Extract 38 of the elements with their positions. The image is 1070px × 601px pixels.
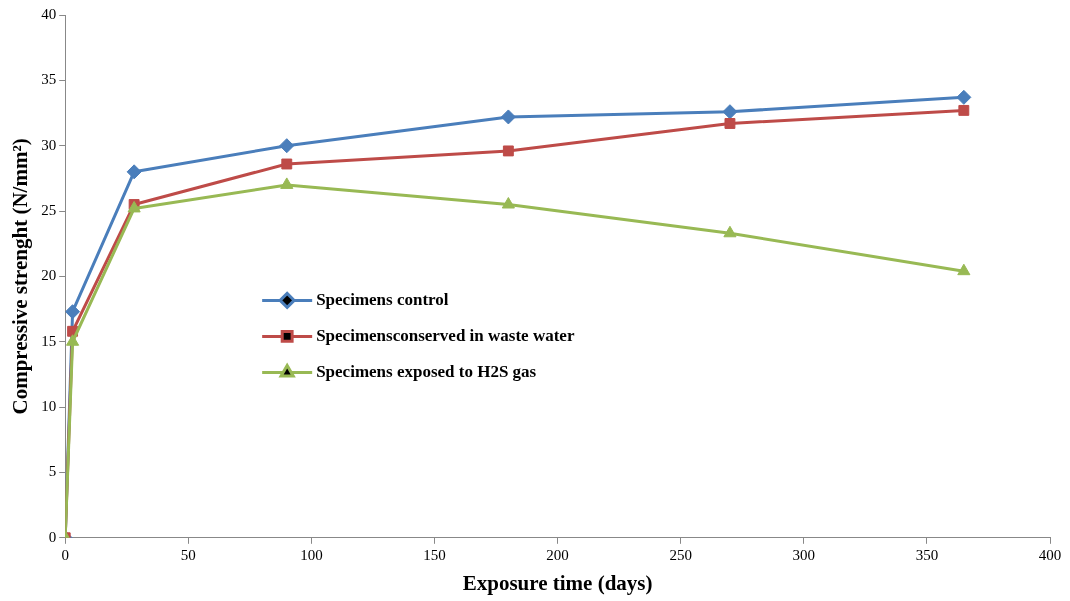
point [958,104,970,116]
point [722,104,738,120]
y-tick-label: 0 [48,528,57,545]
x-tick-label: 400 [1038,546,1062,563]
point [957,263,971,276]
x-tick-label: 350 [915,546,939,563]
point [126,164,142,180]
legend-label: Specimens control [316,289,449,309]
x-tick-label: 150 [423,546,446,563]
point [501,197,515,209]
point [956,89,972,105]
point [500,109,516,125]
x-tick-label: 0 [61,546,69,563]
y-tick-label: 20 [41,267,57,284]
y-tick-label: 40 [41,5,57,22]
point [280,177,294,189]
x-axis-title: Exposure time (days) [462,570,653,595]
point [281,158,293,170]
legend-label: Specimensconserved in waste water [316,325,575,345]
y-tick-label: 35 [41,71,57,88]
y-tick-label: 30 [41,136,57,153]
x-tick-label: 300 [792,546,816,563]
point [66,334,80,346]
legend-label: Specimens exposed to H2S gas [316,361,537,381]
point [279,138,295,154]
x-tick-label: 200 [546,546,569,563]
y-tick-label: 25 [41,201,57,218]
point [65,304,81,320]
x-tick-label: 50 [180,546,196,563]
point [502,145,514,157]
y-tick-label: 15 [41,332,57,349]
y-tick-label: 10 [41,398,57,415]
y-axis-title: Compressive strenght (N/mm²) [8,138,33,415]
x-tick-label: 100 [300,546,323,563]
point [723,225,737,238]
x-tick-label: 250 [669,546,692,563]
point [724,118,736,129]
y-tick-label: 5 [48,463,57,480]
